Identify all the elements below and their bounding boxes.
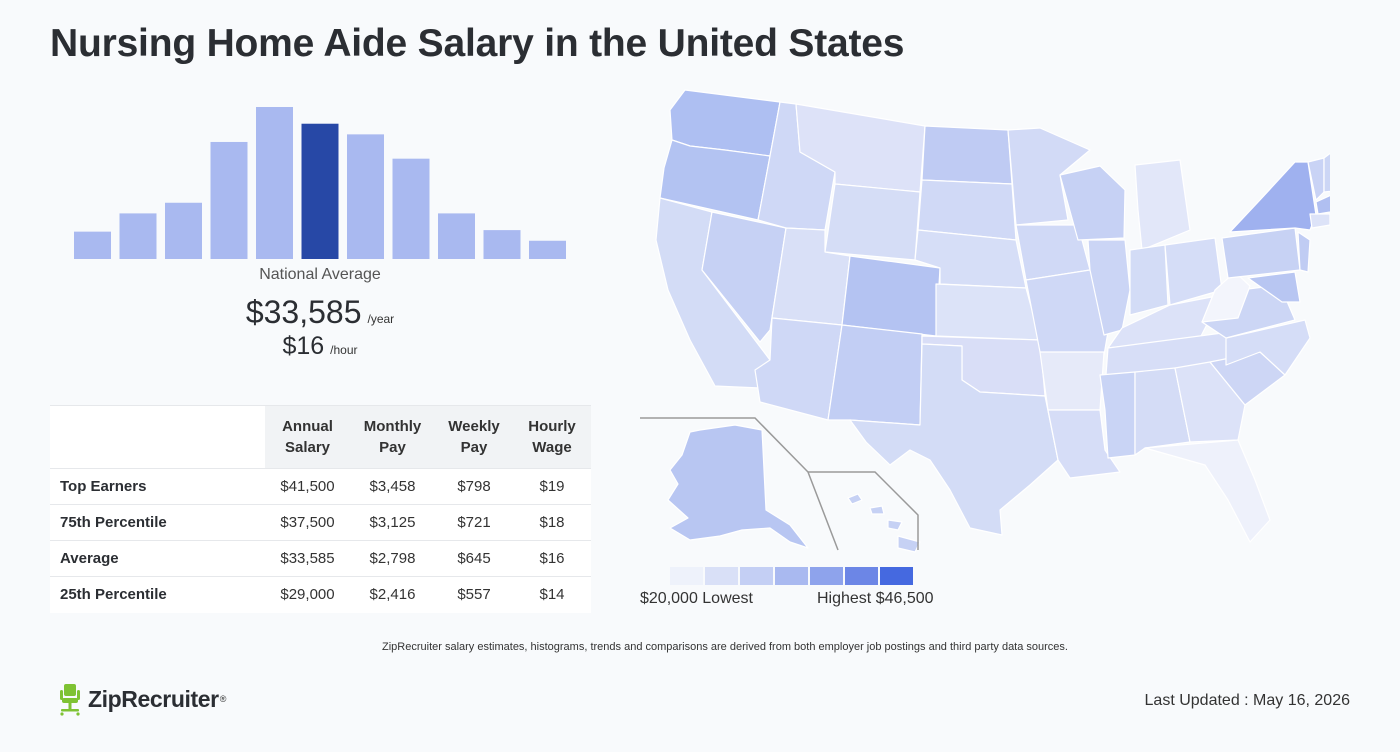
legend-high-label: Highest $46,500 <box>817 590 934 607</box>
row-label: 75th Percentile <box>50 504 265 541</box>
hourly-average-value: $16 <box>282 332 325 360</box>
map-state-in <box>1129 244 1169 316</box>
row-label: Top Earners <box>50 468 265 505</box>
table-header-weekly: Weekly Pay <box>435 405 513 469</box>
legend-swatch <box>670 567 703 585</box>
histogram-bar <box>256 107 293 259</box>
map-state-la <box>1047 409 1121 479</box>
cell-annual: $29,000 <box>265 576 350 613</box>
histogram-bar <box>392 158 430 259</box>
histogram-bar <box>347 134 384 259</box>
map-state-mi <box>1134 159 1191 251</box>
map-state-nc <box>1225 319 1311 376</box>
map-inset-line-hawaii <box>808 471 919 550</box>
chair-icon <box>60 684 80 716</box>
cell-weekly: $645 <box>435 540 513 577</box>
legend-swatch <box>775 567 808 585</box>
map-state-wy <box>824 183 921 261</box>
row-label: Average <box>50 540 265 577</box>
legend-swatch <box>705 567 738 585</box>
cell-hourly: $19 <box>513 468 591 505</box>
cell-weekly: $798 <box>435 468 513 505</box>
table-row: Top Earners $41,500 $3,458 $798 $19 <box>50 468 591 505</box>
map-state-ct <box>1309 213 1330 229</box>
table-header-blank <box>50 405 265 469</box>
map-state-nv <box>701 211 787 343</box>
cell-weekly: $557 <box>435 576 513 613</box>
last-updated: Last Updated : May 16, 2026 <box>1144 692 1350 709</box>
legend-swatch <box>880 567 913 585</box>
histogram-bar <box>210 141 248 259</box>
cell-monthly: $3,125 <box>350 504 435 541</box>
logo-registered-mark: ® <box>219 694 227 704</box>
map-state-co <box>841 255 941 337</box>
map-state-hi <box>897 535 921 553</box>
map-state-ga <box>1174 361 1246 443</box>
cell-monthly: $2,416 <box>350 576 435 613</box>
map-state-pa <box>1221 227 1301 279</box>
annual-unit: /year <box>367 312 395 326</box>
table-header-monthly: Monthly Pay <box>350 405 435 469</box>
legend-swatch <box>740 567 773 585</box>
map-state-mo <box>1025 269 1111 356</box>
table-row: 25th Percentile $29,000 $2,416 $557 $14 <box>50 576 591 613</box>
map-state-nm <box>827 324 923 426</box>
annual-average-value: $33,585 <box>245 294 362 330</box>
salary-histogram <box>74 107 566 259</box>
page-title: Nursing Home Aide Salary in the United S… <box>50 22 905 65</box>
cell-hourly: $16 <box>513 540 591 577</box>
map-state-al <box>1134 367 1191 456</box>
map-state-ak <box>667 424 809 549</box>
histogram-bar <box>119 213 157 259</box>
map-state-md <box>1247 271 1301 303</box>
map-state-ar <box>1039 351 1105 411</box>
annual-average: $33,585/year <box>50 294 590 331</box>
map-state-ny <box>1229 161 1317 233</box>
map-state-hi-islands <box>847 493 903 531</box>
cell-hourly: $18 <box>513 504 591 541</box>
map-state-tx <box>849 343 1059 536</box>
map-legend <box>670 567 913 585</box>
cell-monthly: $2,798 <box>350 540 435 577</box>
histogram-bar <box>483 230 521 259</box>
cell-annual: $33,585 <box>265 540 350 577</box>
histogram-bar <box>438 213 475 259</box>
legend-swatch <box>845 567 878 585</box>
map-state-az <box>754 317 843 421</box>
map-state-ks <box>935 283 1041 341</box>
table-header-row: Annual Salary Monthly Pay Weekly Pay Hourly… <box>50 405 591 469</box>
national-average-label: National Average <box>259 266 381 283</box>
salary-table: Annual Salary Monthly Pay Weekly Pay Hourly… <box>50 405 591 613</box>
map-state-fl <box>1144 439 1271 543</box>
map-inset-line-alaska <box>640 417 839 551</box>
table-row: Average $33,585 $2,798 $645 $16 <box>50 540 591 577</box>
histogram-bar <box>74 231 111 259</box>
ziprecruiter-logo[interactable]: ZipRecruiter ® <box>58 682 226 716</box>
cell-annual: $37,500 <box>265 504 350 541</box>
legend-low-label: $20,000 Lowest <box>640 590 753 607</box>
legend-swatch <box>810 567 843 585</box>
map-state-ma <box>1315 194 1330 215</box>
logo-text: ZipRecruiter <box>88 685 219 712</box>
us-salary-map <box>640 89 1330 553</box>
cell-hourly: $14 <box>513 576 591 613</box>
map-state-wi <box>1059 165 1126 241</box>
cell-annual: $41,500 <box>265 468 350 505</box>
cell-monthly: $3,458 <box>350 468 435 505</box>
table-row: 75th Percentile $37,500 $3,125 $721 $18 <box>50 504 591 541</box>
table-header-hourly: Hourly Wage <box>513 405 591 469</box>
histogram-bar-average <box>301 123 339 259</box>
map-state-ms <box>1099 371 1136 459</box>
footnote: ZipRecruiter salary estimates, histogram… <box>382 641 1068 653</box>
histogram-bar <box>165 202 202 259</box>
hourly-average: $16/hour <box>50 332 590 361</box>
histogram-bar <box>529 240 566 259</box>
table-header-annual: Annual Salary <box>265 405 350 469</box>
row-label: 25th Percentile <box>50 576 265 613</box>
hourly-unit: /hour <box>330 343 358 357</box>
map-state-nd <box>921 125 1013 185</box>
map-state-nh <box>1323 152 1330 193</box>
map-state-nj <box>1297 231 1311 273</box>
cell-weekly: $721 <box>435 504 513 541</box>
